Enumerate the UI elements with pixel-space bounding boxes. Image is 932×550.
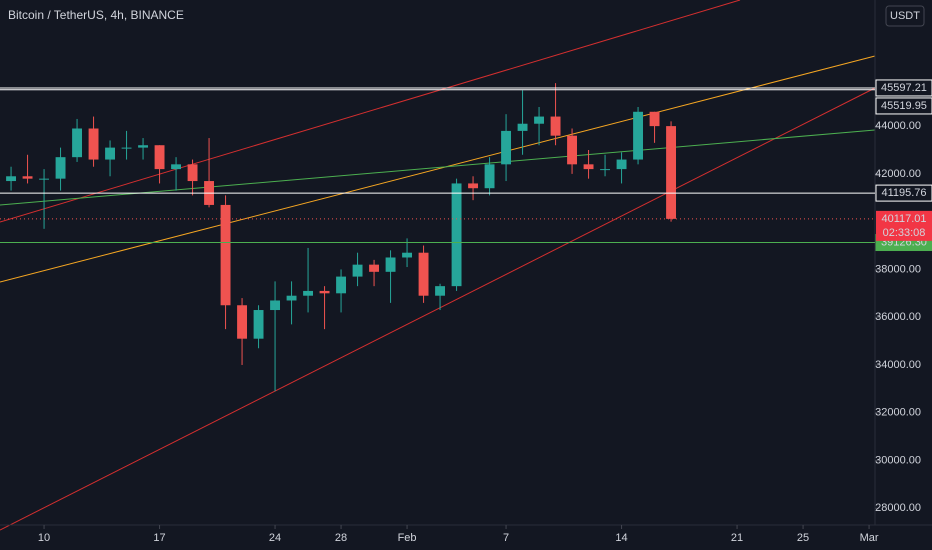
x-tick-label: 28 xyxy=(335,532,347,544)
candle-body xyxy=(105,147,116,160)
candle-body xyxy=(270,300,281,311)
candle-body xyxy=(187,164,198,182)
candle-body xyxy=(402,252,413,258)
x-tick-label: 10 xyxy=(38,532,50,544)
price-label: 41195.76 xyxy=(881,187,926,199)
candle-body xyxy=(534,116,545,124)
y-tick-label: 34000.00 xyxy=(875,359,921,371)
x-tick-label: Feb xyxy=(398,532,417,544)
x-tick-label: 24 xyxy=(269,532,281,544)
chart-title: Bitcoin / TetherUS, 4h, BINANCE xyxy=(8,8,184,22)
candle-body xyxy=(352,264,363,277)
candle-body xyxy=(517,123,528,131)
candle-body xyxy=(286,295,297,301)
candle-body xyxy=(154,145,165,170)
price-label: 45519.95 xyxy=(881,100,927,112)
candle-body xyxy=(583,164,594,170)
current-price-label: 40117.01 xyxy=(881,213,926,225)
y-tick-label: 42000.00 xyxy=(875,168,921,180)
countdown: 02:33:08 xyxy=(883,227,926,239)
candle-body xyxy=(633,111,644,160)
candle-body xyxy=(121,147,132,149)
candle-body xyxy=(369,264,380,272)
currency-button[interactable] xyxy=(885,5,925,27)
y-tick-label: 28000.00 xyxy=(875,502,921,514)
x-tick-label: 14 xyxy=(615,532,627,544)
x-tick-label: 21 xyxy=(731,532,743,544)
candle-body xyxy=(253,310,264,339)
candle-body xyxy=(501,130,512,165)
candle-body xyxy=(435,286,446,296)
currency-label: USDT xyxy=(890,10,920,22)
candle-body xyxy=(220,204,231,306)
candle-body xyxy=(6,176,17,182)
candle-body xyxy=(616,159,627,170)
trend-lines xyxy=(0,0,876,531)
x-tick-label: 17 xyxy=(153,532,165,544)
candle-body xyxy=(22,176,33,179)
candle-body xyxy=(468,183,479,189)
candle-body xyxy=(303,290,314,296)
price-label: 45597.21 xyxy=(881,82,927,94)
candle-body xyxy=(138,145,149,148)
candle-body xyxy=(649,111,660,127)
candle-body xyxy=(319,290,330,294)
candle-body xyxy=(550,116,561,136)
price-label-box xyxy=(875,79,932,97)
price-label-box xyxy=(875,184,932,202)
x-tick-label: 25 xyxy=(797,532,809,544)
orange-trend xyxy=(0,55,876,283)
candle-body xyxy=(484,164,495,189)
candle-body xyxy=(88,128,99,160)
y-tick-label: 30000.00 xyxy=(875,454,921,466)
channel-lower xyxy=(0,87,876,531)
x-tick-label: Mar xyxy=(860,532,879,544)
price-label-box xyxy=(875,97,932,115)
candle-body xyxy=(72,128,83,158)
y-tick-label: 32000.00 xyxy=(875,407,921,419)
candle-body xyxy=(39,178,50,180)
y-tick-label: 36000.00 xyxy=(875,311,921,323)
candle-body xyxy=(666,126,677,219)
green-trend xyxy=(0,129,876,206)
candle-body xyxy=(55,157,66,179)
candle-body xyxy=(237,305,248,339)
channel-upper xyxy=(0,0,741,223)
candle-body xyxy=(385,257,396,272)
y-tick-label: 44000.00 xyxy=(875,120,921,132)
candle-body xyxy=(600,169,611,171)
candle-body xyxy=(451,183,462,287)
candle-body xyxy=(171,164,182,170)
current-price-box xyxy=(876,210,932,241)
x-tick-label: 7 xyxy=(503,532,509,544)
candle-body xyxy=(567,135,578,165)
y-tick-label: 38000.00 xyxy=(875,263,921,275)
candle-body xyxy=(418,252,429,296)
candle-body xyxy=(336,276,347,294)
